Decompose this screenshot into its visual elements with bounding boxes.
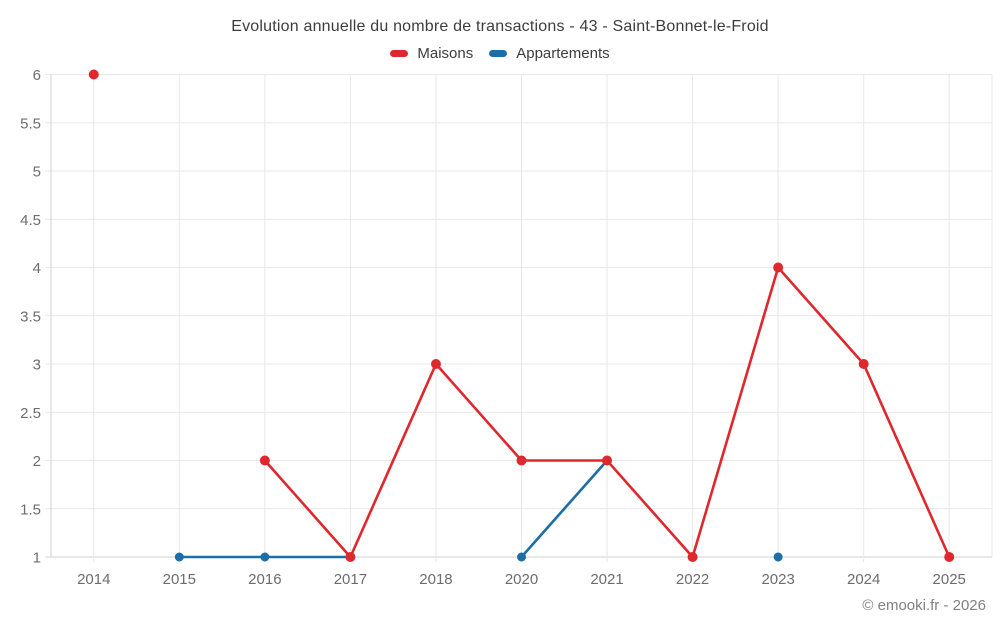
y-axis-tick-label: 3.5 xyxy=(20,308,41,325)
x-axis-tick-label: 2014 xyxy=(77,571,110,588)
data-point-maisons-2020[interactable] xyxy=(516,455,527,466)
data-point-appartements-2015[interactable] xyxy=(174,552,184,562)
data-point-appartements-2020[interactable] xyxy=(517,552,526,562)
y-axis-tick-label: 4 xyxy=(33,260,41,277)
legend-item-appartements[interactable]: Appartements xyxy=(489,45,610,62)
data-point-appartements-2016[interactable] xyxy=(260,552,270,562)
x-axis-tick-label: 2016 xyxy=(248,571,281,588)
y-axis-tick-label: 2.5 xyxy=(20,405,41,422)
legend-marker-icon xyxy=(390,50,409,57)
y-axis-tick-label: 6 xyxy=(33,67,41,84)
y-axis-tick-label: 1.5 xyxy=(20,501,41,518)
data-point-maisons-2022[interactable] xyxy=(687,552,698,562)
data-point-maisons-2024[interactable] xyxy=(858,359,869,369)
watermark: © emooki.fr - 2026 xyxy=(862,597,986,614)
x-axis-tick-label: 2015 xyxy=(163,571,196,588)
data-point-maisons-2016[interactable] xyxy=(259,455,270,466)
x-axis-tick-label: 2021 xyxy=(590,571,623,588)
data-point-maisons-2017[interactable] xyxy=(345,552,356,562)
legend-marker-icon xyxy=(489,50,508,57)
data-point-maisons-2025[interactable] xyxy=(944,552,955,562)
data-point-maisons-2014[interactable] xyxy=(88,69,99,80)
x-axis-tick-label: 2023 xyxy=(761,571,794,588)
legend-label: Appartements xyxy=(516,45,610,62)
legend-label: Maisons xyxy=(417,45,474,62)
chart-title: Evolution annuelle du nombre de transact… xyxy=(231,18,769,35)
x-axis-tick-label: 2018 xyxy=(419,571,452,588)
data-point-maisons-2021[interactable] xyxy=(602,455,613,466)
data-point-maisons-2018[interactable] xyxy=(430,359,441,369)
y-axis-tick-label: 4.5 xyxy=(20,212,41,229)
legend: Maisons Appartements xyxy=(0,45,1000,62)
series-line-appartements xyxy=(520,459,609,559)
y-axis-tick-label: 5.5 xyxy=(20,115,41,132)
data-point-appartements-2023[interactable] xyxy=(773,552,783,562)
x-axis-tick-label: 2025 xyxy=(933,571,966,588)
y-axis-tick-label: 2 xyxy=(33,453,41,470)
y-axis-tick-label: 1 xyxy=(33,550,41,567)
legend-item-maisons[interactable]: Maisons xyxy=(390,45,473,62)
y-axis-tick-label: 3 xyxy=(33,357,41,374)
x-axis-tick-label: 2017 xyxy=(334,571,367,588)
data-point-maisons-2023[interactable] xyxy=(773,262,784,273)
x-axis-tick-label: 2024 xyxy=(847,571,880,588)
y-axis-tick-label: 5 xyxy=(33,164,41,181)
x-axis-tick-label: 2020 xyxy=(505,571,538,588)
x-axis-tick-label: 2022 xyxy=(676,571,709,588)
